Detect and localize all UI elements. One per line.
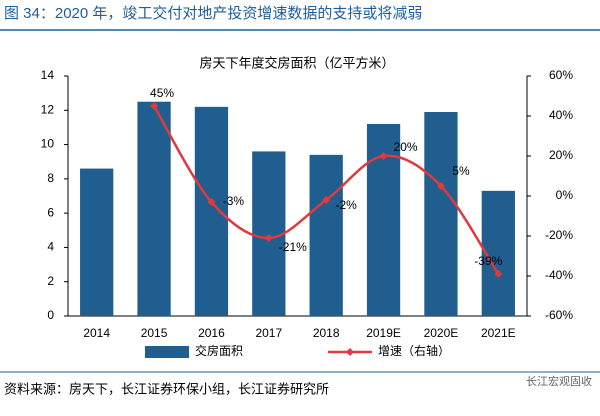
marker <box>322 196 331 204</box>
value-label: 5% <box>452 164 470 178</box>
y-tick-label: 4 <box>47 240 54 254</box>
y2-tick-label: 20% <box>549 148 573 162</box>
x-tick-label: 2014 <box>83 326 110 340</box>
y2-tick-label: 40% <box>549 108 573 122</box>
x-tick-label: 2020E <box>424 326 459 340</box>
y-tick-label: 2 <box>47 274 54 288</box>
watermark: 长江宏观固收 <box>526 374 592 388</box>
legend-label: 交房面积 <box>195 343 243 358</box>
marker <box>379 152 388 160</box>
marker <box>150 102 159 110</box>
x-tick-label: 2021E <box>481 326 516 340</box>
x-tick-label: 2019E <box>366 326 401 340</box>
x-tick-label: 2016 <box>198 326 225 340</box>
y-tick-label: 8 <box>47 171 54 185</box>
source: 资料来源：房天下，长江证券环保小组，长江证券研究所 <box>4 381 329 396</box>
y-tick-label: 10 <box>41 137 55 151</box>
marker <box>494 270 503 278</box>
y2-tick-label: -40% <box>545 268 573 282</box>
value-label: -21% <box>279 240 307 254</box>
value-label: 20% <box>394 140 418 154</box>
header-title: 图 34：2020 年，竣工交付对地产投资增速数据的支持或将减弱 <box>4 4 422 22</box>
y-tick-label: 0 <box>47 308 54 322</box>
legend-marker <box>346 348 354 356</box>
marker <box>207 198 216 206</box>
value-label: -39% <box>474 254 502 268</box>
x-tick-label: 2015 <box>141 326 168 340</box>
bar <box>80 168 114 316</box>
y2-tick-label: 0% <box>556 188 574 202</box>
bar <box>309 154 343 316</box>
bar <box>137 101 171 316</box>
x-tick-label: 2018 <box>313 326 340 340</box>
value-label: -3% <box>223 194 245 208</box>
value-label: -2% <box>336 198 358 212</box>
bar <box>424 112 458 316</box>
y-tick-label: 14 <box>41 68 55 82</box>
bar <box>252 151 286 316</box>
x-tick-label: 2017 <box>255 326 282 340</box>
marker <box>264 234 273 242</box>
chart-title: 房天下年度交房面积（亿平方米） <box>199 55 394 70</box>
legend-swatch <box>145 346 189 358</box>
legend-label: 增速（右轴） <box>378 343 450 358</box>
y2-tick-label: -20% <box>545 228 573 242</box>
value-label: 45% <box>150 86 174 100</box>
marker <box>436 182 445 190</box>
y-tick-label: 6 <box>47 205 54 219</box>
bar <box>194 106 229 316</box>
y2-tick-label: -60% <box>545 308 573 322</box>
y-tick-label: 12 <box>41 102 55 116</box>
y2-tick-label: 60% <box>549 68 573 82</box>
